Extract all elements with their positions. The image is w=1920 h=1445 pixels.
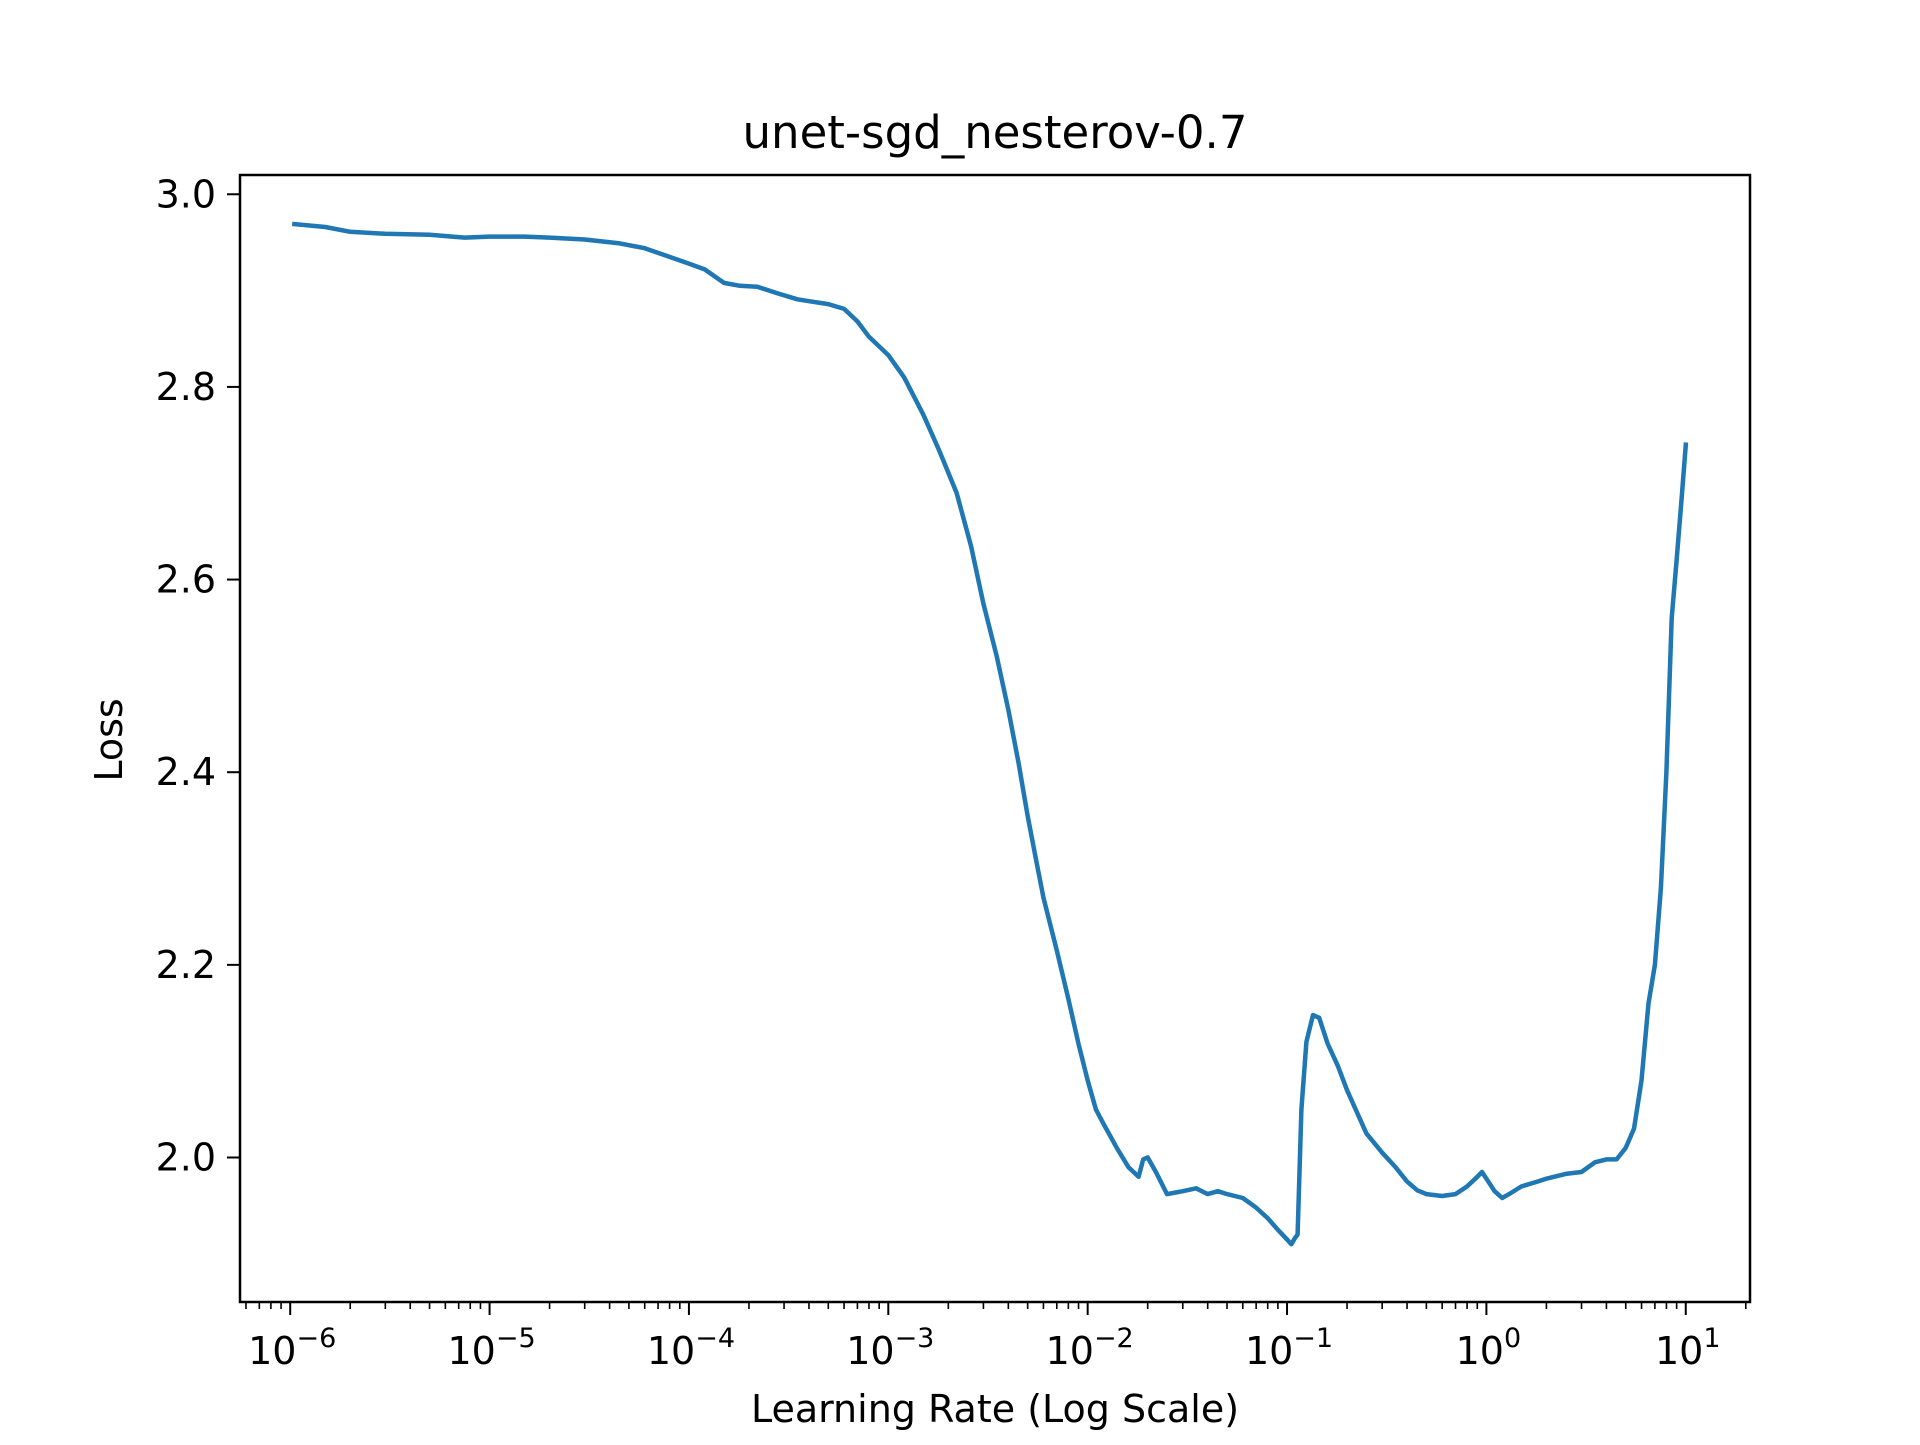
x-tick-label-exponent: −6 — [296, 1323, 336, 1354]
y-tick-label: 2.4 — [156, 750, 216, 794]
x-tick-label: 10−5 — [447, 1323, 535, 1373]
x-tick-label: 101 — [1655, 1323, 1721, 1373]
y-tick-label: 2.0 — [156, 1136, 216, 1180]
x-tick-label-base: 10 — [248, 1329, 296, 1373]
x-tick-label-exponent: −3 — [895, 1323, 935, 1354]
x-tick-label-base: 10 — [1456, 1329, 1504, 1373]
x-tick-label-exponent: −1 — [1293, 1323, 1333, 1354]
x-tick-label-exponent: −4 — [695, 1323, 735, 1354]
x-tick-label-exponent: −2 — [1094, 1323, 1134, 1354]
axes-frame — [238, 173, 1752, 1304]
axis-ticks: 10−6 10−5 10−4 10−3 10−2 10−1 100 1012.02.22.42… — [156, 172, 1747, 1373]
x-tick-label: 10−2 — [1046, 1323, 1134, 1373]
x-tick-label-base: 10 — [447, 1329, 495, 1373]
x-tick-label: 10−4 — [647, 1323, 735, 1373]
x-tick-label: 100 — [1456, 1323, 1522, 1373]
y-axis-label: Loss — [87, 698, 131, 781]
x-tick-label-base: 10 — [846, 1329, 894, 1373]
x-tick-label: 10−3 — [846, 1323, 934, 1373]
x-tick-label-base: 10 — [1245, 1329, 1293, 1373]
x-tick-label-base: 10 — [1655, 1329, 1703, 1373]
y-tick-label: 2.6 — [156, 558, 216, 602]
loss-series-line — [291, 221, 1689, 1247]
chart-title: unet-sgd_nesterov-0.7 — [743, 106, 1248, 159]
y-tick-label: 3.0 — [156, 172, 216, 216]
y-tick-label: 2.8 — [156, 365, 216, 409]
x-tick-label-exponent: −5 — [496, 1323, 536, 1354]
x-tick-label-base: 10 — [1046, 1329, 1094, 1373]
x-tick-label-exponent: 1 — [1703, 1323, 1720, 1354]
x-tick-label: 10−1 — [1245, 1323, 1333, 1373]
x-tick-label: 10−6 — [248, 1323, 336, 1373]
x-axis-label: Learning Rate (Log Scale) — [751, 1387, 1239, 1431]
x-tick-label-exponent: 0 — [1504, 1323, 1521, 1354]
plot-area — [291, 221, 1689, 1247]
y-tick-label: 2.2 — [156, 943, 216, 987]
x-tick-label-base: 10 — [647, 1329, 695, 1373]
